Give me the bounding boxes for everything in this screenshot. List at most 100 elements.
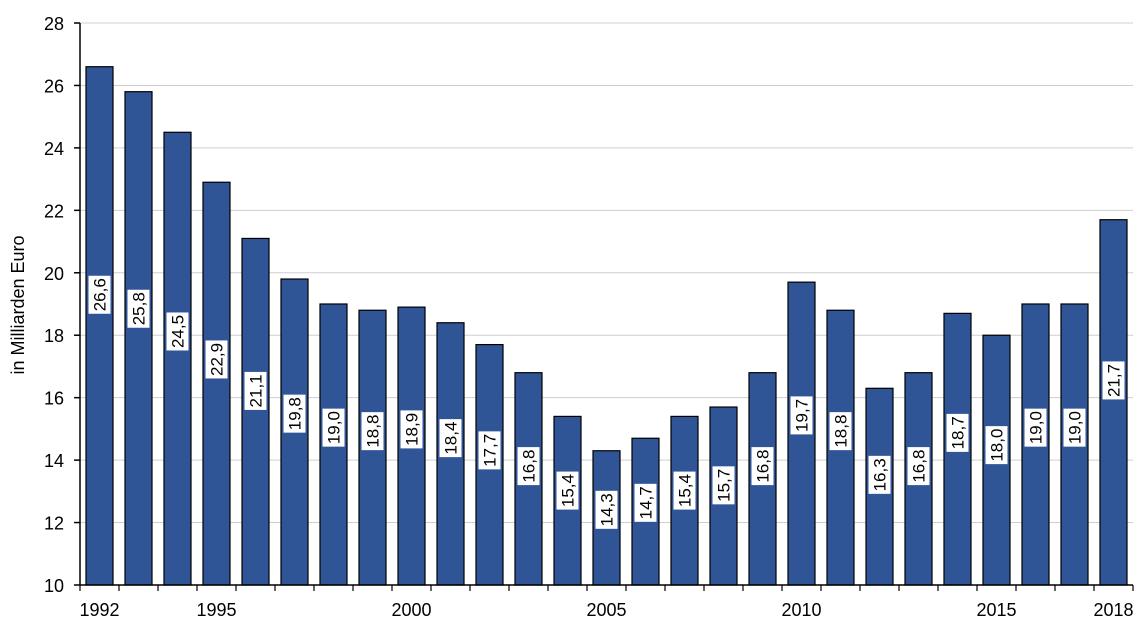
- data-label: 15,4: [673, 471, 696, 510]
- data-label-box: [283, 394, 306, 433]
- data-label-box: [205, 340, 228, 379]
- data-label-box: [400, 410, 423, 449]
- y-tick-label: 20: [44, 264, 64, 284]
- data-label-box: [244, 371, 267, 410]
- x-tick-label: 2005: [586, 600, 626, 620]
- data-label-box: [361, 412, 384, 451]
- data-label-text: 19,0: [325, 411, 344, 444]
- data-label: 24,5: [166, 312, 189, 351]
- gridlines: [80, 22, 1133, 524]
- data-label: 14,7: [634, 483, 657, 522]
- data-label: 18,4: [439, 419, 462, 458]
- data-label-text: 18,9: [403, 413, 422, 446]
- data-label: 15,4: [556, 471, 579, 510]
- data-label-text: 14,7: [637, 486, 656, 519]
- data-label-box: [946, 413, 969, 452]
- data-label-box: [907, 447, 930, 486]
- data-label-text: 24,5: [169, 315, 188, 348]
- data-label: 21,7: [1102, 361, 1125, 400]
- data-label: 14,3: [595, 490, 618, 529]
- data-label: 16,8: [907, 447, 930, 486]
- data-label-box: [478, 431, 501, 470]
- data-label-text: 22,9: [208, 343, 227, 376]
- bar: [1099, 219, 1128, 586]
- data-label-text: 18,7: [949, 416, 968, 449]
- data-label-text: 15,4: [676, 474, 695, 507]
- data-label-text: 25,8: [130, 292, 149, 325]
- y-tick-label: 26: [44, 76, 64, 96]
- data-label-text: 19,0: [1066, 411, 1085, 444]
- x-tick-label: 2015: [976, 600, 1016, 620]
- data-label-text: 14,3: [598, 493, 617, 526]
- data-label-box: [673, 471, 696, 510]
- y-tick-label: 16: [44, 389, 64, 409]
- data-label-text: 19,7: [793, 399, 812, 432]
- data-label-text: 16,8: [754, 450, 773, 483]
- data-label: 19,7: [790, 396, 813, 435]
- data-label: 19,0: [1024, 408, 1047, 447]
- data-label: 19,0: [1063, 408, 1086, 447]
- data-label-text: 21,1: [247, 374, 266, 407]
- data-label-box: [439, 419, 462, 458]
- data-label-box: [1024, 408, 1047, 447]
- data-label-text: 17,7: [481, 434, 500, 467]
- data-label: 16,3: [868, 455, 891, 494]
- data-label-box: [868, 455, 891, 494]
- data-label-text: 16,8: [520, 450, 539, 483]
- data-label-box: [751, 447, 774, 486]
- bar: [241, 237, 270, 586]
- data-label-box: [985, 426, 1008, 465]
- data-label-box: [322, 408, 345, 447]
- data-label-box: [556, 471, 579, 510]
- y-tick-label: 12: [44, 514, 64, 534]
- data-label-text: 18,0: [988, 429, 1007, 462]
- data-label-text: 15,4: [559, 474, 578, 507]
- data-label: 19,0: [322, 408, 345, 447]
- y-tick-label: 28: [44, 14, 64, 34]
- bar: [124, 91, 153, 586]
- data-label-box: [1063, 408, 1086, 447]
- bar: [202, 181, 231, 586]
- data-label-text: 18,8: [364, 415, 383, 448]
- y-tick-label: 24: [44, 139, 64, 159]
- data-label: 21,1: [244, 371, 267, 410]
- data-label-text: 16,8: [910, 450, 929, 483]
- y-tick-label: 18: [44, 326, 64, 346]
- data-label-box: [1102, 361, 1125, 400]
- data-label: 19,8: [283, 394, 306, 433]
- data-label-box: [166, 312, 189, 351]
- y-tick-label: 10: [44, 576, 64, 596]
- data-label: 26,6: [88, 275, 111, 314]
- data-label-text: 19,0: [1027, 411, 1046, 444]
- data-label-text: 21,7: [1105, 364, 1124, 397]
- axes: 10 12 14 16 18 20 22 24 26 28 1992 1995 2000 2005 2010…: [44, 14, 1134, 620]
- data-label: 18,8: [829, 412, 852, 451]
- data-label: 16,8: [517, 447, 540, 486]
- data-labels: 26,6 25,8 24,5 22,9 21,1 19,8 19,0 18,8 18,9 18,4…: [88, 275, 1125, 529]
- x-tick-label: 2000: [391, 600, 431, 620]
- data-label-text: 18,8: [832, 415, 851, 448]
- data-label: 22,9: [205, 340, 228, 379]
- data-label-box: [595, 490, 618, 529]
- data-label: 25,8: [127, 289, 150, 328]
- bar: [163, 131, 192, 586]
- x-tick-label: 2010: [781, 600, 821, 620]
- y-tick-label: 22: [44, 201, 64, 221]
- data-label-text: 26,6: [91, 278, 110, 311]
- data-label-box: [829, 412, 852, 451]
- data-label: 18,8: [361, 412, 384, 451]
- x-tick-label: 1992: [79, 600, 119, 620]
- data-label: 15,7: [712, 466, 735, 505]
- data-label: 18,9: [400, 410, 423, 449]
- data-label-text: 18,4: [442, 422, 461, 455]
- data-label-text: 16,3: [871, 458, 890, 491]
- data-label-box: [634, 483, 657, 522]
- data-label-box: [127, 289, 150, 328]
- data-label-text: 19,8: [286, 397, 305, 430]
- data-label: 18,0: [985, 426, 1008, 465]
- data-label: 18,7: [946, 413, 969, 452]
- data-label-box: [790, 396, 813, 435]
- y-axis-title: in Milliarden Euro: [8, 235, 28, 374]
- data-label: 16,8: [751, 447, 774, 486]
